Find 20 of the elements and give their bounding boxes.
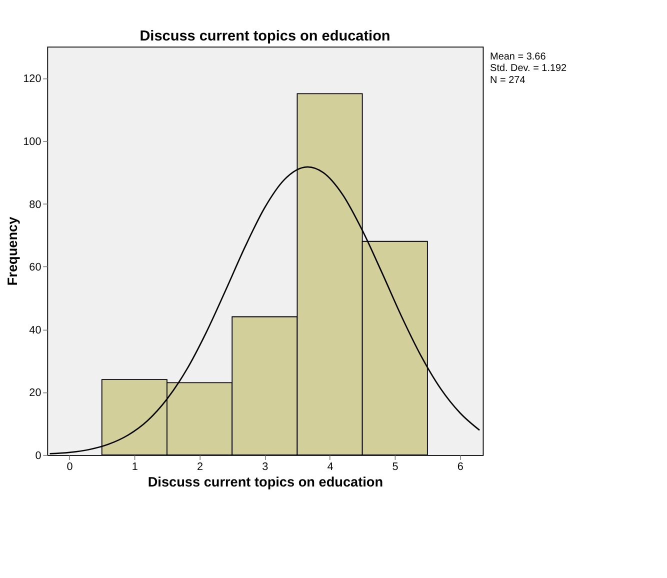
x-tick-label: 4 <box>327 460 334 473</box>
y-tick-label: 40 <box>29 324 42 336</box>
x-tick-label: 3 <box>262 460 268 473</box>
y-axis-title: Frequency <box>4 216 20 286</box>
y-tick-label: 60 <box>29 262 42 274</box>
y-tick-label: 20 <box>29 387 42 400</box>
text: Mean = 3.66 <box>490 51 546 62</box>
x-tick-label: 1 <box>132 460 138 473</box>
text: N = 274 <box>490 74 526 86</box>
x-tick-label: 0 <box>66 460 73 473</box>
x-tick-label: 2 <box>196 460 204 473</box>
y-tick-label: 100 <box>23 136 42 148</box>
y-tick-label: 0 <box>35 450 42 462</box>
y-tick-label: 120 <box>23 73 42 86</box>
chart-title: Discuss current topics on education <box>140 28 390 44</box>
x-tick-label: 5 <box>392 460 398 473</box>
x-axis-title: Discuss current topics on education <box>148 474 384 490</box>
x-tick-label: 6 <box>457 460 464 473</box>
text: Std. Dev. = 1.192 <box>490 63 568 74</box>
y-tick-label: 80 <box>29 198 42 211</box>
